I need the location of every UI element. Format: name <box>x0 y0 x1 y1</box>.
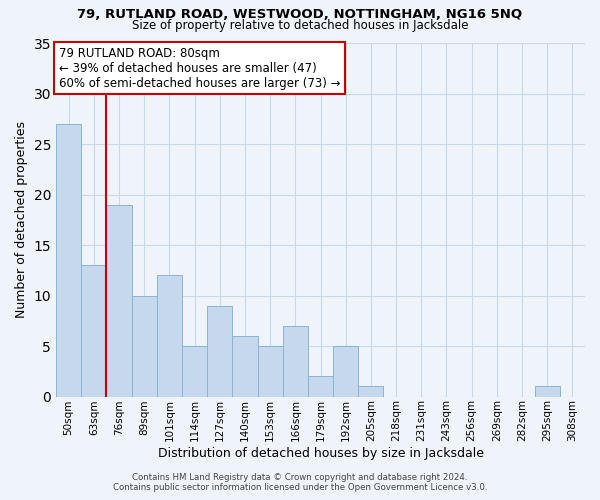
Bar <box>358 386 383 396</box>
Y-axis label: Number of detached properties: Number of detached properties <box>15 122 28 318</box>
Bar <box>106 204 131 396</box>
Bar <box>308 376 333 396</box>
Text: 79, RUTLAND ROAD, WESTWOOD, NOTTINGHAM, NG16 5NQ: 79, RUTLAND ROAD, WESTWOOD, NOTTINGHAM, … <box>77 8 523 20</box>
Bar <box>56 124 81 396</box>
Text: Contains HM Land Registry data © Crown copyright and database right 2024.
Contai: Contains HM Land Registry data © Crown c… <box>113 473 487 492</box>
Bar <box>232 336 257 396</box>
Bar <box>131 296 157 396</box>
Bar <box>283 326 308 396</box>
Bar <box>257 346 283 397</box>
Bar <box>157 276 182 396</box>
Bar <box>182 346 207 397</box>
X-axis label: Distribution of detached houses by size in Jacksdale: Distribution of detached houses by size … <box>158 447 484 460</box>
Text: Size of property relative to detached houses in Jacksdale: Size of property relative to detached ho… <box>132 19 468 32</box>
Bar <box>81 265 106 396</box>
Bar <box>535 386 560 396</box>
Text: 79 RUTLAND ROAD: 80sqm
← 39% of detached houses are smaller (47)
60% of semi-det: 79 RUTLAND ROAD: 80sqm ← 39% of detached… <box>59 46 340 90</box>
Bar <box>333 346 358 397</box>
Bar <box>207 306 232 396</box>
